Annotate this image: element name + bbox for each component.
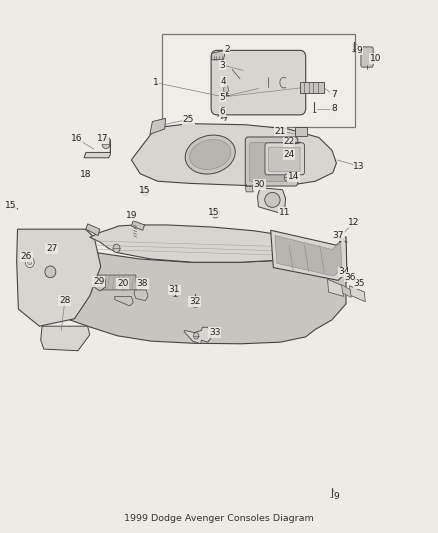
Text: 1999 Dodge Avenger Consoles Diagram: 1999 Dodge Avenger Consoles Diagram (124, 514, 314, 523)
Text: 19: 19 (126, 211, 137, 220)
Circle shape (212, 208, 219, 218)
Polygon shape (97, 275, 137, 290)
Text: 38: 38 (137, 279, 148, 288)
Text: 8: 8 (331, 104, 337, 113)
Text: 12: 12 (348, 219, 360, 227)
Polygon shape (150, 118, 166, 134)
Text: 9: 9 (333, 492, 339, 501)
Circle shape (25, 257, 34, 268)
Polygon shape (328, 279, 343, 296)
Text: 15: 15 (208, 208, 219, 216)
Polygon shape (39, 245, 346, 344)
Circle shape (194, 333, 199, 339)
FancyBboxPatch shape (245, 137, 298, 186)
Circle shape (192, 300, 198, 308)
Polygon shape (86, 224, 100, 236)
Bar (295, 127, 307, 136)
Circle shape (284, 174, 290, 181)
Text: 6: 6 (219, 108, 226, 116)
Polygon shape (342, 285, 351, 297)
Polygon shape (245, 187, 253, 192)
Circle shape (142, 187, 149, 196)
Polygon shape (134, 290, 148, 301)
Polygon shape (258, 188, 286, 213)
Polygon shape (131, 124, 336, 185)
Text: 11: 11 (279, 208, 290, 217)
Polygon shape (131, 221, 145, 230)
Circle shape (102, 139, 110, 149)
Text: 20: 20 (117, 279, 128, 288)
Text: 14: 14 (288, 173, 299, 181)
FancyBboxPatch shape (361, 47, 373, 67)
Text: 34: 34 (339, 268, 350, 276)
Polygon shape (184, 327, 210, 344)
Text: 15: 15 (5, 201, 17, 210)
Polygon shape (84, 136, 110, 158)
Polygon shape (212, 51, 225, 60)
Ellipse shape (45, 266, 56, 278)
Text: 24: 24 (283, 150, 295, 159)
Circle shape (97, 280, 102, 287)
FancyBboxPatch shape (268, 147, 300, 172)
FancyBboxPatch shape (211, 51, 306, 115)
Text: 37: 37 (332, 231, 344, 240)
Text: 10: 10 (370, 54, 381, 63)
Circle shape (223, 86, 229, 93)
Text: 33: 33 (209, 328, 220, 337)
Text: 35: 35 (353, 279, 365, 288)
Text: 28: 28 (59, 296, 71, 305)
Text: 1: 1 (152, 78, 159, 87)
FancyBboxPatch shape (250, 142, 293, 182)
Circle shape (28, 260, 32, 265)
Ellipse shape (190, 140, 231, 169)
Text: 17: 17 (97, 134, 109, 143)
FancyBboxPatch shape (265, 143, 304, 175)
Polygon shape (90, 225, 315, 262)
Text: 32: 32 (189, 297, 200, 306)
Polygon shape (41, 326, 90, 351)
Text: 30: 30 (254, 180, 265, 189)
Text: 5: 5 (219, 93, 226, 101)
Text: 21: 21 (275, 127, 286, 135)
Text: 13: 13 (353, 162, 365, 171)
Circle shape (113, 244, 120, 253)
Text: 31: 31 (169, 286, 180, 294)
Text: 22: 22 (283, 138, 295, 146)
Text: 29: 29 (93, 277, 104, 286)
Text: 25: 25 (183, 115, 194, 124)
Text: 3: 3 (219, 61, 226, 69)
Text: 7: 7 (331, 91, 337, 99)
Polygon shape (350, 286, 365, 302)
Text: 18: 18 (80, 171, 91, 179)
Polygon shape (17, 229, 101, 326)
Bar (162, 34, 355, 127)
Text: 26: 26 (21, 253, 32, 261)
Text: 9: 9 (356, 46, 362, 54)
Ellipse shape (185, 135, 235, 174)
Polygon shape (271, 230, 347, 280)
Text: 2: 2 (224, 45, 230, 53)
Text: 36: 36 (345, 273, 356, 281)
Polygon shape (275, 236, 342, 276)
Polygon shape (115, 296, 133, 306)
Text: 27: 27 (46, 244, 57, 253)
Text: 4: 4 (221, 77, 226, 86)
Text: 15: 15 (139, 187, 150, 195)
Ellipse shape (265, 192, 280, 207)
Text: 16: 16 (71, 134, 82, 143)
Bar (300, 82, 324, 93)
